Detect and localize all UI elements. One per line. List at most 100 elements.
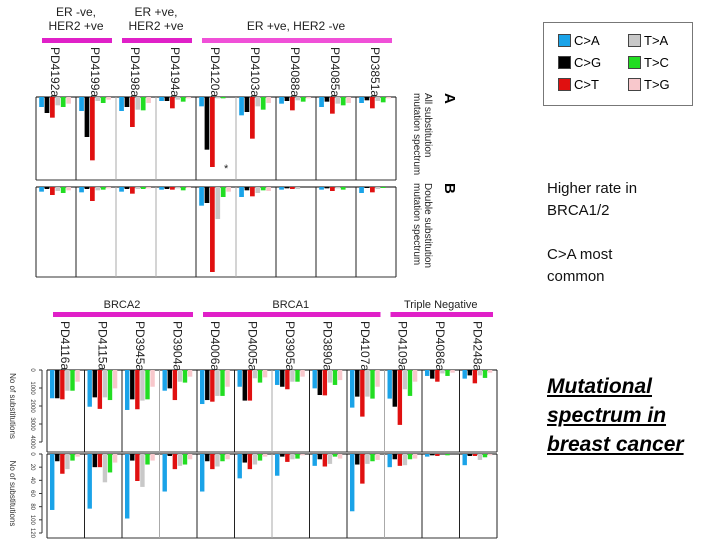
bar-PD3905a-t-a [290,370,295,382]
bar-PD4086a-c-t [435,454,440,456]
bar-PD4120a-t-a [215,97,221,99]
bar-PD4088a-c-g [284,187,290,189]
sample-label: PD4192a [48,47,62,97]
bar-PD4248a-t-g [487,454,493,456]
bar-PD4198a-t-a [135,97,141,110]
bar-PD4198a-t-c [140,97,146,111]
bar-PD4107a-t-c [370,454,375,462]
group-label: ER -ve, [56,5,96,19]
bar-PD4192a-t-c [60,97,66,107]
bar-PD4103a-c-a [239,97,244,116]
group-bar [203,312,381,317]
bar-PD4116a-c-a [50,454,55,510]
bar-PD4085a-c-a [319,97,324,107]
bar-PD4103a-t-a [255,97,261,107]
bar-PD3851a-t-c [380,97,386,103]
bar-PD4103a-t-c [260,187,266,191]
bar-PD4194a-t-g [186,97,191,99]
bar-PD4109a-t-a [402,454,408,466]
sample-label: PD4005a [245,321,259,371]
bar-PD4116a-t-a [65,370,70,391]
legend-label: C>G [574,55,602,70]
group-bar [390,312,493,317]
sample-label: PD4109a [395,321,409,371]
bar-PD3905a-c-t [285,454,290,462]
y-tick-label: 40 [29,477,35,484]
bar-PD3904a-c-g [167,370,172,389]
bar-PD4103a-t-g [266,187,271,191]
bar-PD4198a-t-a [135,187,141,189]
bar-PD4005a-c-a [237,454,242,479]
bar-PD3945a-c-a [125,454,130,519]
bar-PD4086a-t-g [450,370,455,373]
bar-PD4194a-t-a [175,97,181,100]
bar-PD4115a-c-t [97,454,103,468]
bar-PD4005a-t-c [257,454,263,461]
bar-PD3945a-c-t [135,370,140,410]
bar-PD4088a-t-c [300,97,306,102]
bar-PD4005a-t-c [257,370,263,383]
sample-label: PD4088a [288,47,302,97]
sample-label: PD4199a [88,47,102,97]
bar-PD4248a-t-a [477,454,483,460]
bar-PD4085a-c-a [319,187,324,190]
bar-PD4248a-t-g [487,370,493,373]
bar-PD4198a-c-t [130,97,135,127]
bar-PD4006a-t-c [220,454,225,462]
bar-PD4192a-c-a [39,187,44,192]
legend-swatch [558,56,571,69]
bar-PD4115a-t-g [112,454,118,463]
sample-label: PD4115a [95,321,109,370]
bar-PD4192a-c-t [50,97,55,118]
bar-PD4107a-t-g [375,370,380,387]
bar-PD3905a-t-g [300,370,305,377]
panel-side-label: mutation spectrum [411,93,422,175]
bar-PD4120a-c-a [199,97,204,107]
group-label: ER +ve, HER2 -ve [247,19,346,33]
bar-PD3904a-t-g [187,370,193,377]
bar-PD4194a-c-a [159,187,164,190]
bar-PD4199a-t-c [100,187,106,190]
bar-PD4199a-t-g [106,97,111,100]
bar-PD3945a-t-c [145,454,150,465]
bar-PD4085a-t-a [335,187,341,189]
bar-PD4192a-t-a [55,187,61,191]
group-bar [202,38,392,43]
bar-PD3904a-t-c [182,454,188,465]
bar-PD4116a-c-t [60,454,65,474]
bar-PD4006a-t-g [225,454,230,460]
bar-PD3945a-t-g [150,370,155,387]
bar-PD4120a-c-g [204,187,210,203]
bar-PD4107a-t-c [370,370,375,399]
sample-label: PD3904a [170,321,184,371]
bar-PD4192a-t-a [55,97,61,106]
bar-PD4085a-t-g [346,97,351,103]
bar-PD4194a-t-c [180,97,186,102]
bar-PD3905a-t-a [290,454,295,460]
bar-PD4115a-c-g [92,454,97,468]
bar-PD4116a-c-g [55,370,60,399]
bar-PD3851a-c-a [359,187,364,193]
bar-PD4107a-t-a [365,454,370,464]
bar-PD4192a-t-c [60,187,66,193]
panel-side-label: All substitution [422,93,433,157]
bar-PD3890a-t-a [327,370,333,383]
bar-PD4248a-c-t [472,454,478,456]
note-line: C>A most [547,246,613,263]
bar-PD4115a-t-a [102,454,108,483]
bar-PD4109a-c-g [392,370,397,407]
sample-label: PD3945a [133,321,147,371]
sample-label: PD4248a [470,321,484,371]
bar-PD4109a-t-c [407,454,413,460]
y-axis-label: No of substitutions [8,373,17,439]
bar-PD4198a-t-g [146,97,151,103]
bar-PD4107a-t-g [375,454,380,460]
bar-PD4192a-c-t [50,187,55,195]
bar-PD4088a-c-t [290,187,295,189]
bar-PD4085a-t-c [340,97,346,106]
bar-PD4086a-t-a [440,370,445,374]
bar-PD4088a-c-a [279,97,284,104]
y-tick-label: 0 [29,452,35,456]
y-tick-label: 120 [29,528,35,539]
bar-PD3851a-t-a [375,187,381,189]
